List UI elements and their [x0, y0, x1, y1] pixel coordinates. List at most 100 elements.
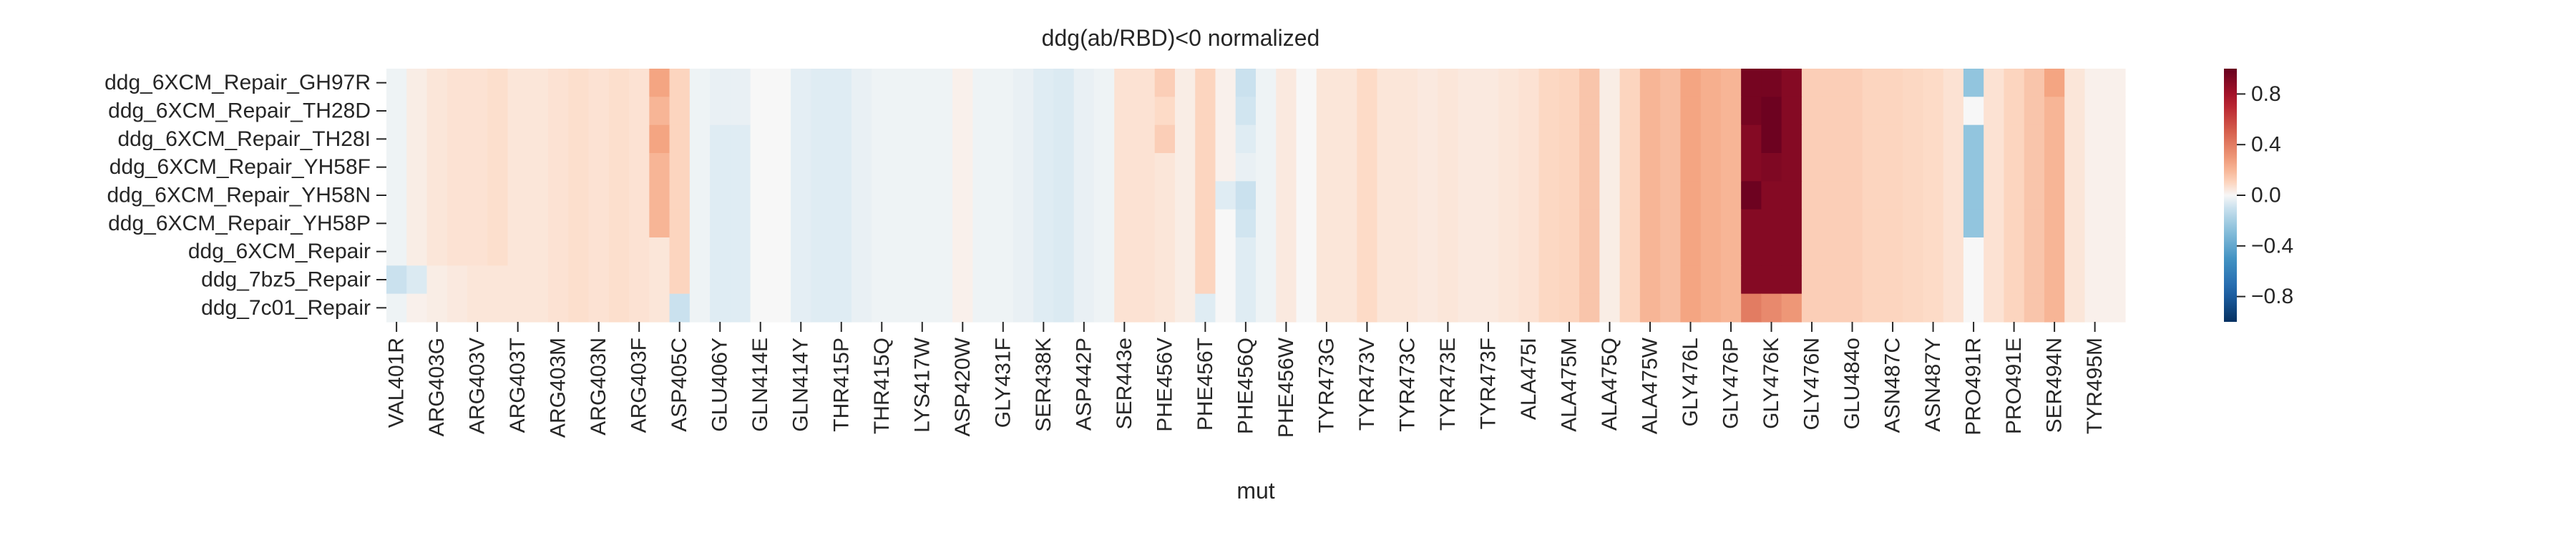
heatmap-cell: [2064, 265, 2086, 295]
heatmap-cell: [2004, 97, 2025, 126]
heatmap-cell: [1538, 69, 1560, 97]
x-tick-label: GLY476N: [1800, 338, 1824, 431]
heatmap-cell: [1013, 97, 1034, 126]
heatmap-cell: [1438, 153, 1459, 182]
heatmap-cell: [1013, 181, 1034, 210]
heatmap-cell: [1337, 153, 1357, 182]
heatmap-cell: [770, 124, 791, 154]
heatmap-cell: [1316, 209, 1337, 238]
heatmap-cell: [1862, 237, 1883, 266]
heatmap-cell: [1963, 124, 1984, 154]
heatmap-cell: [992, 237, 1014, 266]
heatmap-cell: [992, 293, 1014, 323]
x-tick-label: PRO491R: [1962, 338, 1986, 436]
heatmap-cell: [1316, 237, 1337, 266]
heatmap-cell: [831, 237, 852, 266]
heatmap-cell: [1579, 265, 1600, 295]
heatmap-cell: [406, 237, 428, 266]
heatmap-cell: [1538, 153, 1560, 182]
heatmap-cell: [1943, 209, 1964, 238]
heatmap-cell: [1943, 181, 1964, 210]
heatmap-cell: [1579, 69, 1600, 97]
heatmap-cell: [608, 124, 630, 154]
heatmap-cell: [487, 265, 509, 295]
heatmap-cell: [1700, 237, 1722, 266]
heatmap-cell: [1984, 97, 2005, 126]
heatmap-cell: [1741, 181, 1762, 210]
x-tick-label: ALA475M: [1557, 338, 1581, 432]
heatmap-cell: [1599, 265, 1621, 295]
heatmap-cell: [1114, 237, 1136, 266]
heatmap-cell: [710, 237, 731, 266]
heatmap-cell: [1660, 209, 1681, 238]
heatmap-cell: [1903, 181, 1924, 210]
heatmap-cell: [1741, 97, 1762, 126]
heatmap-cell: [1418, 69, 1438, 97]
heatmap-cell: [649, 181, 670, 210]
heatmap-cell: [1882, 124, 1903, 154]
x-tick-label: LYS417W: [910, 337, 934, 433]
heatmap-cell: [2004, 265, 2025, 295]
heatmap-cell: [588, 293, 610, 323]
heatmap-cell: [649, 209, 670, 238]
heatmap-cell: [1680, 237, 1702, 266]
heatmap-cell: [1478, 97, 1499, 126]
x-tick-label: ARG403T: [506, 338, 530, 433]
heatmap-cell: [1741, 124, 1762, 154]
heatmap-cell: [2024, 265, 2045, 295]
heatmap-cell: [568, 153, 590, 182]
x-tick-label: GLY431F: [991, 338, 1015, 428]
heatmap-cell: [1963, 293, 1984, 323]
heatmap-cell: [912, 181, 933, 210]
heatmap-cell: [2024, 153, 2045, 182]
heatmap-cell: [1984, 181, 2005, 210]
x-tick-label: GLY476P: [1719, 338, 1743, 429]
heatmap-cell: [507, 237, 529, 266]
heatmap-cell: [1235, 293, 1257, 323]
heatmap-cell: [750, 97, 771, 126]
heatmap-cell: [892, 265, 913, 295]
x-tick-label: ASN487C: [1881, 338, 1905, 433]
heatmap-cell: [2104, 181, 2126, 210]
x-tick-label: THR415P: [829, 338, 853, 432]
heatmap-cell: [2064, 97, 2086, 126]
heatmap-cell: [1639, 97, 1661, 126]
heatmap-cell: [972, 237, 994, 266]
heatmap-cell: [2044, 265, 2065, 295]
heatmap-cell: [2024, 124, 2045, 154]
heatmap-cell: [1073, 237, 1095, 266]
heatmap-cell: [811, 237, 832, 266]
heatmap-cell: [952, 69, 974, 97]
heatmap-cell: [649, 153, 670, 182]
heatmap-cell: [1720, 124, 1742, 154]
heatmap-cell: [892, 237, 913, 266]
heatmap-cell: [1154, 124, 1176, 154]
heatmap-cell: [467, 209, 488, 238]
heatmap-cell: [1680, 209, 1702, 238]
heatmap-cell: [1256, 237, 1277, 266]
heatmap-cell: [972, 181, 994, 210]
heatmap-cell: [568, 237, 590, 266]
heatmap-cell: [791, 237, 811, 266]
heatmap-cell: [1174, 209, 1196, 238]
heatmap-cell: [2064, 181, 2086, 210]
heatmap-cell: [1660, 237, 1681, 266]
heatmap-cell: [1842, 124, 1863, 154]
heatmap-cell: [447, 181, 468, 210]
heatmap-cell: [851, 124, 872, 154]
heatmap-cell: [1013, 209, 1034, 238]
x-tick-label: ASN487Y: [1921, 338, 1945, 432]
heatmap-cell: [548, 69, 569, 97]
heatmap-cell: [1114, 265, 1136, 295]
heatmap-cell: [1862, 265, 1883, 295]
heatmap-cell: [1518, 265, 1540, 295]
heatmap-cell: [1822, 153, 1843, 182]
heatmap-cell: [669, 293, 691, 323]
heatmap-cell: [1316, 69, 1337, 97]
heatmap-cell: [2064, 69, 2086, 97]
x-tick-label: SER438K: [1032, 338, 1055, 432]
heatmap-cell: [548, 97, 569, 126]
heatmap-cell: [1781, 265, 1802, 295]
heatmap-cell: [1215, 237, 1236, 266]
heatmap-cell: [1134, 237, 1156, 266]
